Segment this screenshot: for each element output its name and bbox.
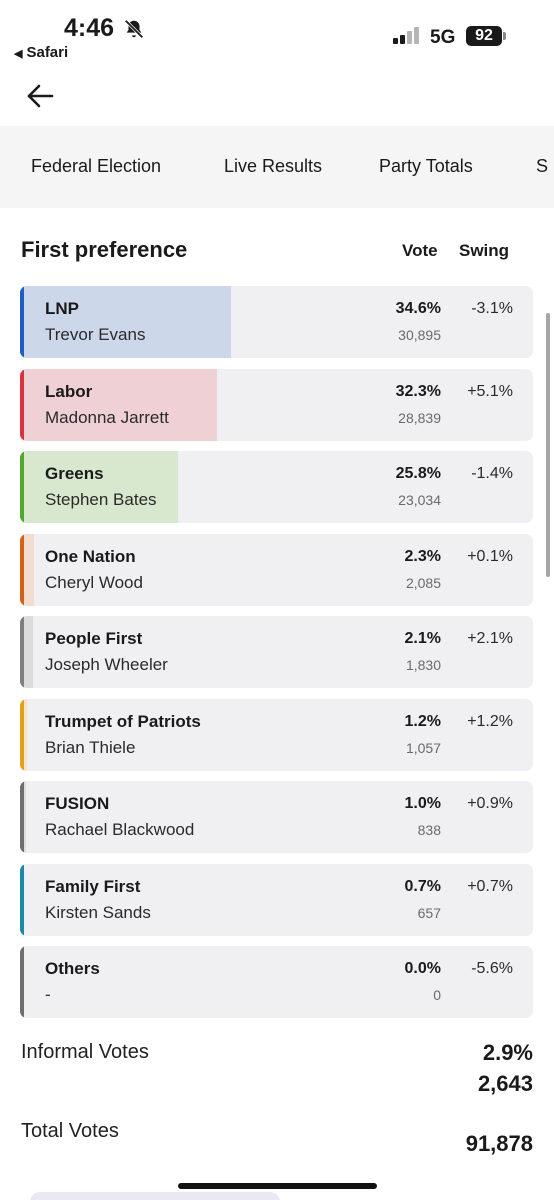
total-votes-label: Total Votes: [21, 1120, 119, 1142]
vote-count: 1,830: [405, 657, 441, 673]
party-color-edge: [20, 533, 24, 606]
clock-time: 4:46: [64, 14, 115, 42]
party-name: Family First: [45, 876, 141, 896]
swing-value: +1.2%: [467, 712, 513, 730]
party-color-edge: [20, 451, 24, 523]
back-to-app-link[interactable]: ◀ Safari: [14, 44, 68, 61]
party-color-edge: [20, 286, 24, 358]
column-header-vote: Vote: [402, 241, 438, 260]
result-row[interactable]: People First Joseph Wheeler 2.1% 1,830 +2.1%: [20, 616, 533, 688]
vote-percent: 32.3%: [395, 382, 441, 400]
swing-value: +0.7%: [467, 877, 513, 895]
home-indicator: [178, 1183, 377, 1189]
cellular-signal-icon: [393, 26, 423, 44]
back-triangle-icon: ◀: [14, 48, 23, 60]
total-votes-count: 91,878: [465, 1131, 533, 1156]
section-tab-bar: Federal Election Live Results Party Tota…: [0, 126, 554, 208]
result-row[interactable]: Family First Kirsten Sands 0.7% 657 +0.7%: [20, 863, 533, 936]
vote-percent: 0.0%: [404, 960, 441, 977]
swing-value: +5.1%: [467, 382, 513, 400]
results-list: LNP Trevor Evans 34.6% 30,895 -3.1% Labor Mado…: [20, 286, 533, 1029]
column-header-swing: Swing: [459, 241, 510, 260]
candidate-name: Brian Thiele: [45, 737, 136, 757]
status-bar: 4:46 ◀ Safari 5G 92: [0, 0, 554, 70]
result-row[interactable]: One Nation Cheryl Wood 2.3% 2,085 +0.1%: [20, 533, 533, 606]
vote-count: 28,839: [398, 409, 441, 426]
vote-count: 23,034: [398, 492, 441, 508]
vote-percent: 2.3%: [404, 547, 441, 565]
informal-votes-label: Informal Votes: [21, 1041, 149, 1063]
scrollbar[interactable]: [546, 313, 550, 577]
candidate-name: Stephen Bates: [45, 490, 157, 509]
swing-value: -1.4%: [471, 465, 513, 482]
vote-percent: 0.7%: [404, 877, 441, 895]
result-row[interactable]: Others - 0.0% 0 -5.6%: [20, 946, 533, 1018]
bell-slash-icon: [124, 19, 144, 39]
candidate-name: Kirsten Sands: [45, 902, 151, 922]
candidate-name: Rachael Blackwood: [45, 820, 195, 839]
battery-tip: [503, 32, 506, 40]
party-color-edge: [20, 616, 24, 688]
candidate-name: Trevor Evans: [45, 325, 146, 344]
swing-value: -3.1%: [471, 300, 513, 317]
swing-value: +0.9%: [467, 795, 513, 812]
party-color-edge: [20, 863, 24, 936]
result-row[interactable]: Greens Stephen Bates 25.8% 23,034 -1.4%: [20, 451, 533, 523]
vote-percent: 2.1%: [404, 630, 441, 647]
swing-value: +0.1%: [467, 547, 513, 565]
vote-count: 838: [417, 822, 441, 838]
party-color-edge: [20, 946, 24, 1018]
result-row[interactable]: Trumpet of Patriots Brian Thiele 1.2% 1,057…: [20, 698, 533, 771]
vote-percent: 34.6%: [395, 300, 441, 317]
vote-count: 0: [433, 987, 441, 1003]
party-color-edge: [20, 698, 24, 771]
party-color-edge: [20, 781, 24, 853]
candidate-name: Joseph Wheeler: [45, 655, 168, 674]
vote-count: 1,057: [405, 739, 441, 756]
candidate-name: -: [45, 985, 51, 1004]
candidate-name: Cheryl Wood: [45, 572, 143, 592]
vote-share-bar: [20, 451, 178, 523]
vote-count: 2,085: [405, 574, 441, 591]
bottom-toolbar-pill[interactable]: [30, 1192, 280, 1200]
party-name: FUSION: [45, 794, 110, 813]
party-name: Labor: [45, 381, 93, 401]
vote-share-bar: [20, 368, 217, 441]
tab-party-totals[interactable]: Party Totals: [379, 156, 473, 176]
vote-share-bar: [20, 286, 231, 358]
tab-federal-election[interactable]: Federal Election: [31, 156, 162, 176]
informal-votes-count: 2,643: [477, 1071, 533, 1096]
tab-next-partial[interactable]: S: [536, 156, 549, 176]
section-title: First preference: [21, 237, 188, 262]
party-name: Greens: [45, 464, 104, 483]
party-name: Trumpet of Patriots: [45, 711, 201, 731]
vote-count: 30,895: [398, 327, 441, 343]
informal-votes-pct: 2.9%: [482, 1040, 533, 1065]
vote-percent: 1.0%: [404, 795, 441, 812]
result-row[interactable]: Labor Madonna Jarrett 32.3% 28,839 +5.1%: [20, 368, 533, 441]
party-name: People First: [45, 629, 143, 648]
vote-percent: 1.2%: [404, 712, 441, 730]
tab-live-results[interactable]: Live Results: [224, 156, 323, 176]
battery-icon: 92: [466, 26, 502, 46]
vote-percent: 25.8%: [395, 465, 441, 482]
network-type: 5G: [430, 27, 456, 48]
result-row[interactable]: LNP Trevor Evans 34.6% 30,895 -3.1%: [20, 286, 533, 358]
candidate-name: Madonna Jarrett: [45, 407, 169, 427]
back-app-label: Safari: [26, 44, 69, 61]
swing-value: +2.1%: [467, 630, 513, 647]
party-color-edge: [20, 368, 24, 441]
party-name: Others: [45, 959, 100, 978]
result-row[interactable]: FUSION Rachael Blackwood 1.0% 838 +0.9%: [20, 781, 533, 853]
arrow-left-icon[interactable]: [24, 80, 58, 112]
vote-count: 657: [417, 904, 441, 921]
swing-value: -5.6%: [471, 960, 513, 977]
party-name: One Nation: [45, 546, 136, 566]
party-name: LNP: [45, 299, 79, 318]
